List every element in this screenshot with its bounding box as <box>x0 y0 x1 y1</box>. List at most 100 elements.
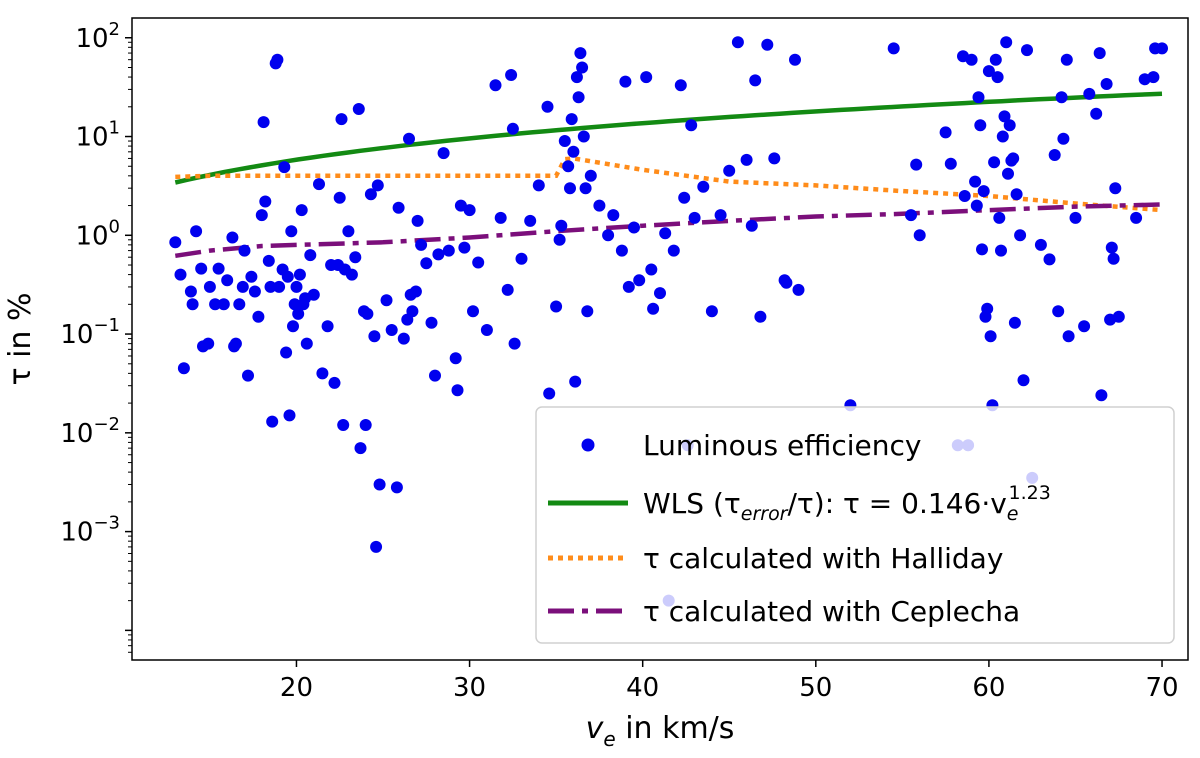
x-tick-label: 60 <box>972 673 1005 703</box>
data-point <box>543 387 556 400</box>
data-point <box>647 302 660 315</box>
data-point <box>910 158 923 171</box>
data-point <box>1109 182 1122 195</box>
data-point <box>304 249 317 262</box>
x-tick-label: 40 <box>626 673 659 703</box>
legend-box <box>535 406 1175 644</box>
data-point <box>262 254 275 267</box>
data-point <box>550 300 563 313</box>
data-point <box>437 147 450 160</box>
data-point <box>633 274 646 287</box>
data-point <box>195 262 208 275</box>
data-point <box>238 244 251 257</box>
data-point <box>1021 44 1033 57</box>
data-point <box>685 119 698 132</box>
data-point <box>584 169 597 182</box>
data-point <box>385 324 398 336</box>
data-point <box>749 74 762 87</box>
data-point <box>202 337 215 350</box>
data-point <box>593 199 606 212</box>
data-point <box>203 280 216 293</box>
data-point <box>984 330 997 343</box>
data-point <box>209 298 222 311</box>
data-point <box>1147 71 1160 84</box>
data-point <box>257 116 270 129</box>
data-point <box>768 152 781 165</box>
legend-label-halliday: τ calculated with Halliday <box>643 542 1003 575</box>
data-point <box>1008 316 1021 329</box>
y-axis-label: τ in % <box>3 293 38 386</box>
data-point <box>1017 374 1030 387</box>
y-tick-label: 10−1 <box>60 315 120 350</box>
data-point <box>273 280 286 293</box>
data-point <box>1062 330 1075 343</box>
data-point <box>944 157 957 170</box>
data-point <box>988 156 1001 169</box>
legend-label-wls-part2: /τ): τ = 0.146·v <box>788 487 1007 520</box>
data-point <box>406 305 419 318</box>
data-point <box>697 180 710 193</box>
data-point <box>458 241 471 254</box>
data-point <box>558 135 571 147</box>
data-point <box>505 69 518 81</box>
data-point <box>887 42 900 55</box>
x-tick-label: 30 <box>453 673 486 703</box>
data-point <box>463 204 476 217</box>
data-point <box>1069 211 1082 224</box>
data-point <box>972 91 985 104</box>
data-point <box>226 231 239 244</box>
data-point <box>281 270 294 283</box>
legend-label-wls-sub1: error <box>741 503 789 525</box>
data-point <box>494 211 507 224</box>
data-point <box>619 75 632 88</box>
data-point <box>425 316 438 329</box>
data-point <box>640 71 653 84</box>
data-point <box>328 376 341 389</box>
data-point <box>939 126 952 139</box>
data-point <box>1055 91 1068 104</box>
data-point <box>761 38 774 51</box>
data-point <box>1112 310 1125 323</box>
data-point <box>259 195 272 208</box>
data-point <box>415 238 428 251</box>
data-point <box>678 191 691 204</box>
data-point <box>572 91 585 104</box>
data-point <box>252 310 265 323</box>
data-point <box>352 103 365 115</box>
data-point <box>337 419 350 431</box>
data-point <box>370 540 383 553</box>
data-point <box>965 53 978 66</box>
data-point <box>380 294 393 307</box>
data-point <box>290 280 303 293</box>
data-point <box>1095 389 1108 402</box>
x-axis: 20 30 40 50 60 70 <box>280 660 1179 703</box>
data-point <box>780 276 793 289</box>
x-axis-label-var: v <box>586 711 605 746</box>
data-point <box>169 236 182 249</box>
data-point <box>368 330 381 343</box>
data-point <box>321 320 334 333</box>
points-layer <box>169 36 1168 607</box>
data-point <box>789 53 801 66</box>
data-point <box>1043 253 1056 266</box>
data-point <box>541 100 554 113</box>
data-point <box>278 161 291 174</box>
data-point <box>248 285 261 298</box>
data-point <box>998 110 1011 123</box>
data-point <box>264 280 277 293</box>
data-point <box>688 211 701 224</box>
data-point <box>354 442 367 455</box>
data-point <box>1156 42 1168 55</box>
data-point <box>792 283 805 296</box>
data-point <box>1060 53 1073 66</box>
x-axis-label-rest: in km/s <box>616 711 735 746</box>
data-point <box>397 332 410 345</box>
data-point <box>905 209 917 222</box>
data-point <box>659 227 672 240</box>
data-point <box>574 47 587 60</box>
data-point <box>508 337 521 350</box>
data-point <box>1000 36 1013 49</box>
data-point <box>221 274 234 287</box>
data-point <box>1034 238 1047 251</box>
data-point <box>245 270 258 283</box>
